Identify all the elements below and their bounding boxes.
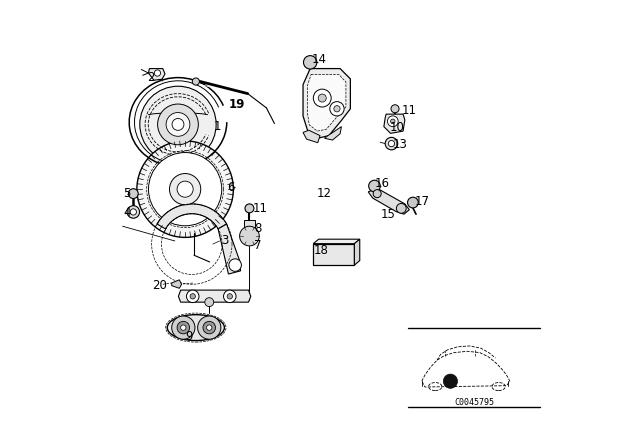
- Text: 14: 14: [312, 53, 327, 66]
- Circle shape: [180, 325, 186, 330]
- Circle shape: [177, 181, 193, 197]
- Polygon shape: [314, 239, 360, 244]
- Polygon shape: [172, 280, 182, 289]
- Circle shape: [396, 203, 406, 213]
- Text: 3: 3: [221, 234, 228, 247]
- Text: 6: 6: [228, 181, 235, 194]
- Text: 12: 12: [316, 187, 332, 200]
- Circle shape: [303, 56, 317, 69]
- Circle shape: [205, 297, 214, 306]
- Circle shape: [172, 316, 195, 339]
- Text: 8: 8: [254, 222, 262, 235]
- Polygon shape: [307, 74, 346, 131]
- Text: 7: 7: [254, 239, 262, 252]
- Polygon shape: [148, 69, 165, 80]
- Text: 19: 19: [228, 98, 245, 111]
- Circle shape: [387, 116, 398, 127]
- Circle shape: [388, 141, 395, 147]
- Circle shape: [229, 259, 241, 271]
- Circle shape: [330, 102, 344, 116]
- Circle shape: [157, 104, 198, 145]
- Circle shape: [390, 119, 395, 124]
- Text: 9: 9: [185, 330, 193, 343]
- Circle shape: [166, 112, 190, 136]
- Circle shape: [198, 316, 221, 339]
- Text: 16: 16: [374, 177, 390, 190]
- Text: 2: 2: [147, 71, 155, 84]
- Polygon shape: [303, 69, 350, 138]
- Text: 17: 17: [415, 195, 429, 208]
- Circle shape: [391, 105, 399, 113]
- Polygon shape: [179, 290, 251, 302]
- Circle shape: [129, 189, 138, 198]
- Circle shape: [369, 180, 380, 192]
- Circle shape: [408, 197, 419, 208]
- Circle shape: [223, 290, 236, 302]
- Circle shape: [137, 141, 234, 237]
- Circle shape: [203, 321, 216, 334]
- Circle shape: [190, 294, 195, 299]
- Polygon shape: [324, 127, 341, 140]
- Text: 10: 10: [389, 121, 404, 134]
- Ellipse shape: [167, 314, 225, 340]
- Circle shape: [127, 206, 140, 218]
- Circle shape: [186, 290, 199, 302]
- Circle shape: [373, 190, 381, 198]
- Circle shape: [177, 321, 189, 334]
- Bar: [244, 220, 255, 228]
- Circle shape: [239, 226, 259, 246]
- Circle shape: [130, 209, 136, 215]
- Polygon shape: [303, 130, 320, 143]
- Circle shape: [385, 138, 397, 150]
- Text: 5: 5: [124, 187, 131, 200]
- Circle shape: [318, 94, 326, 102]
- Text: 4: 4: [124, 207, 131, 220]
- Polygon shape: [384, 114, 405, 134]
- Circle shape: [140, 86, 216, 163]
- Circle shape: [148, 152, 221, 226]
- Circle shape: [245, 204, 254, 213]
- Polygon shape: [355, 239, 360, 265]
- Polygon shape: [314, 244, 355, 265]
- Text: C0045795: C0045795: [454, 398, 494, 407]
- Text: 15: 15: [380, 208, 395, 221]
- Text: 18: 18: [314, 244, 328, 257]
- Text: 1: 1: [214, 120, 221, 133]
- Circle shape: [207, 325, 212, 330]
- Circle shape: [227, 294, 232, 299]
- Circle shape: [172, 118, 184, 130]
- Circle shape: [192, 78, 200, 85]
- Text: 11: 11: [401, 103, 416, 116]
- Circle shape: [314, 89, 331, 107]
- Circle shape: [444, 374, 458, 388]
- Circle shape: [154, 70, 161, 76]
- Polygon shape: [368, 188, 410, 214]
- Circle shape: [334, 106, 340, 112]
- Circle shape: [170, 173, 201, 205]
- Text: 13: 13: [392, 138, 407, 151]
- Text: 20: 20: [152, 279, 168, 292]
- Polygon shape: [218, 224, 241, 274]
- Polygon shape: [157, 204, 227, 229]
- Text: 11: 11: [253, 202, 268, 215]
